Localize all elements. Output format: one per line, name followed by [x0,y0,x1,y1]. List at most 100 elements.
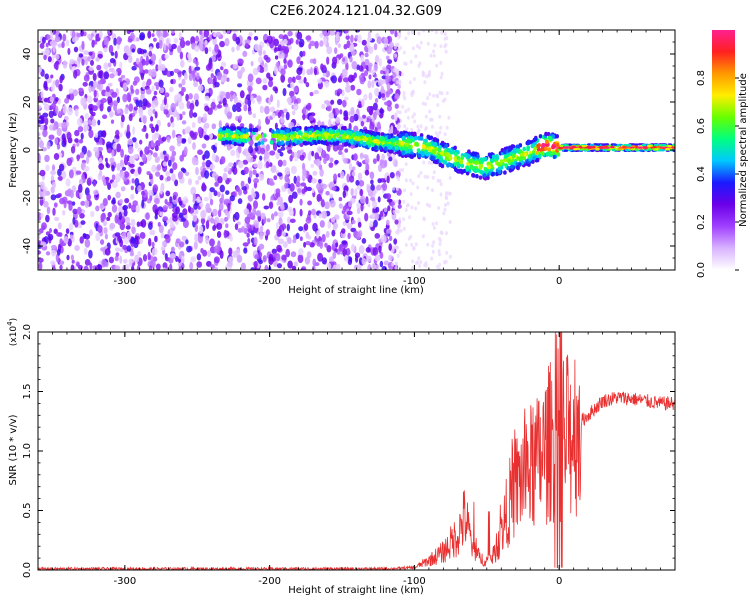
spectrogram-cell [367,62,373,68]
spectrogram-cell [638,146,643,149]
spectrogram-cell [321,103,326,109]
spectrogram-cell [373,219,378,228]
spectrogram-cell [150,178,154,185]
spectrogram-cell [396,80,399,85]
spectrogram-cell [367,136,372,141]
spectrogram-cell [86,177,92,186]
spectrogram-cell [317,196,323,201]
spectrogram-cell [337,144,344,151]
spectrogram-cell [510,164,514,170]
spectrogram-cell [195,166,199,176]
spectrogram-cell [225,91,231,100]
spectrogram-cell [402,90,406,95]
spectrogram-cell [353,113,359,122]
spectrogram-cell [187,205,191,213]
spectrogram-cell [147,30,152,39]
spectrogram-cell [55,62,59,71]
spectrogram-cell [444,42,448,47]
spectrogram-cell [383,43,388,48]
spectrogram-cell [221,137,226,142]
spectrogram-cell [283,64,288,70]
spectrogram-cell [178,253,182,260]
spectrogram-cell [133,170,140,177]
spectrogram-cell [140,73,144,81]
spectrogram-cell [145,132,149,139]
spectrogram-cell [104,248,111,256]
snr-y-multiplier-exponent: 4 [6,321,14,326]
spectrogram-cell [130,185,134,191]
spectrogram-cell [204,170,210,179]
spectrogram-cell [263,133,267,138]
spectrogram-cell [408,80,412,85]
spectrogram-cell [341,135,346,140]
snr-y-label: SNR (10 * v/v) [8,414,19,485]
spectrogram-cell [530,143,535,149]
spectrogram-cell [208,34,213,41]
spectrogram-cell [59,75,63,84]
spectrogram-cell [79,152,85,159]
spectrogram-cell [78,139,84,144]
spectrogram-cell [457,169,462,174]
spectrogram-cell [236,107,242,113]
spectrogram-cell [80,132,84,140]
spectrogram-cell [316,146,323,154]
spectrogram-cell [44,154,50,163]
spectrogram-cell [181,235,187,241]
spectrogram-cell [308,115,314,121]
spectrogram-cell [216,222,223,230]
spectrogram-cell [503,154,508,159]
spectrogram-cell [57,222,62,230]
spectrogram-cell [95,232,101,242]
spectrogram-cell [381,153,385,161]
spectrogram-cell [643,145,648,149]
spectrogram-cell [271,133,275,138]
spectrogram-cell [436,264,439,269]
spectrogram-cell [443,32,447,36]
spectrogram-cell [274,87,279,94]
spectrogram-cell [518,162,522,167]
spectrogram-cell [290,81,295,89]
spectrogram-cell [58,163,65,172]
spectrogram-cell [336,88,343,95]
spectrogram-cell [183,146,188,155]
spectrogram-cell [53,228,58,235]
spectrogram-cell [106,86,110,93]
colorbar-tick-label: 0.0 [696,262,707,278]
spectrogram-cell [252,67,259,76]
spectrogram-cell [112,143,117,150]
spectrogram-cell [205,64,212,71]
spectrogram-cell [197,84,204,92]
spectrogram-cell [131,226,136,234]
spectrogram-cell [277,44,282,52]
spectrogram-cell [538,153,542,159]
spectrogram-cell [347,232,351,240]
spectrogram-cell [128,30,135,33]
spectrogram-cell [337,98,343,106]
spectrogram-cell [69,222,74,231]
spectrogram-cell [394,266,398,270]
spectrogram-cell [260,140,265,145]
spectrogram-cell [175,238,181,244]
spectrogram-cell [97,53,103,59]
spectrogram-cell [108,256,114,264]
spectrogram-cell [259,155,263,161]
spectrogram-cell [214,142,218,147]
spectrogram-cell [38,228,44,234]
spectrogram-cell [205,203,211,212]
spectrogram-cell [384,146,388,151]
spectrogram-cell [419,260,423,265]
spectrogram-cell [188,73,193,81]
spectrogram-cell [444,259,448,264]
spectrogram-cell [159,87,165,94]
spectrogram-cell [421,234,425,239]
spectrogram-cell [87,119,92,125]
spectrogram-cell [154,97,158,106]
spectrogram-cell [398,133,403,138]
spectrogram-cell [564,144,569,147]
spectrogram-cell [40,213,44,219]
spectrogram-cell [122,204,128,211]
spectrogram-cell [278,135,282,140]
spectrogram-cell [360,54,365,63]
spectrogram-cell [273,260,278,267]
spectrogram-cell [141,128,147,132]
